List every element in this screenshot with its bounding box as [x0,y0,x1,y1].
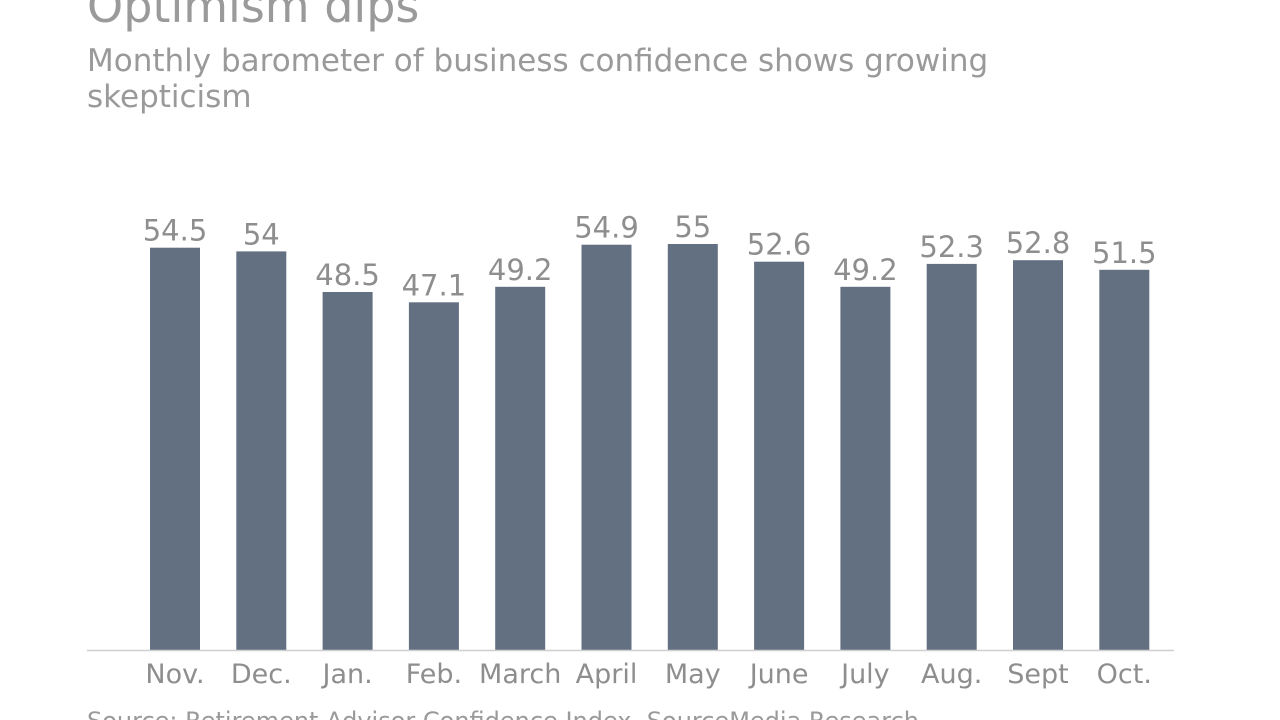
source-note: Source: Retirement Advisor Confidence In… [87,706,919,720]
x-tick-label: June [748,659,809,690]
bar-may [667,244,718,650]
x-tick-label: Sept [1007,659,1068,690]
bar-nov [150,247,200,650]
x-tick-label: May [665,659,721,690]
value-label: 52.6 [747,228,812,262]
x-tick-label: Jan. [320,659,372,690]
bar-march [495,286,546,650]
value-label: 47.1 [402,268,467,302]
x-tick-label: Nov. [145,659,204,690]
x-tick-label: April [576,659,638,690]
bar-oct [1099,269,1150,650]
x-tick-label: July [839,659,890,690]
value-label: 54.5 [143,214,208,248]
value-label: 55 [674,210,711,244]
x-tick-label: Dec. [231,659,292,690]
value-label: 54 [243,217,280,251]
chart-subtitle: Monthly barometer of business confidence… [87,43,989,115]
value-label: 51.5 [1092,236,1157,270]
x-tick-label: Oct. [1097,659,1152,690]
value-label: 54.9 [574,211,639,245]
chart-title: Optimism dips [87,0,420,33]
bar-june [754,261,805,650]
bar-aug [926,263,977,650]
bar-july [840,286,891,650]
x-tick-label: Feb. [406,659,462,690]
bar-feb [408,302,459,650]
value-label: 48.5 [315,258,380,292]
bar-april [581,244,632,650]
x-tick-label: Aug. [921,659,982,690]
value-label: 52.3 [919,230,984,264]
value-label: 49.2 [833,253,898,287]
x-tick-label: March [479,659,561,690]
value-label: 52.8 [1006,226,1071,260]
bar-sept [1013,260,1063,650]
value-label: 49.2 [488,253,553,287]
bar-jan [322,292,373,650]
bar-dec [236,251,287,650]
